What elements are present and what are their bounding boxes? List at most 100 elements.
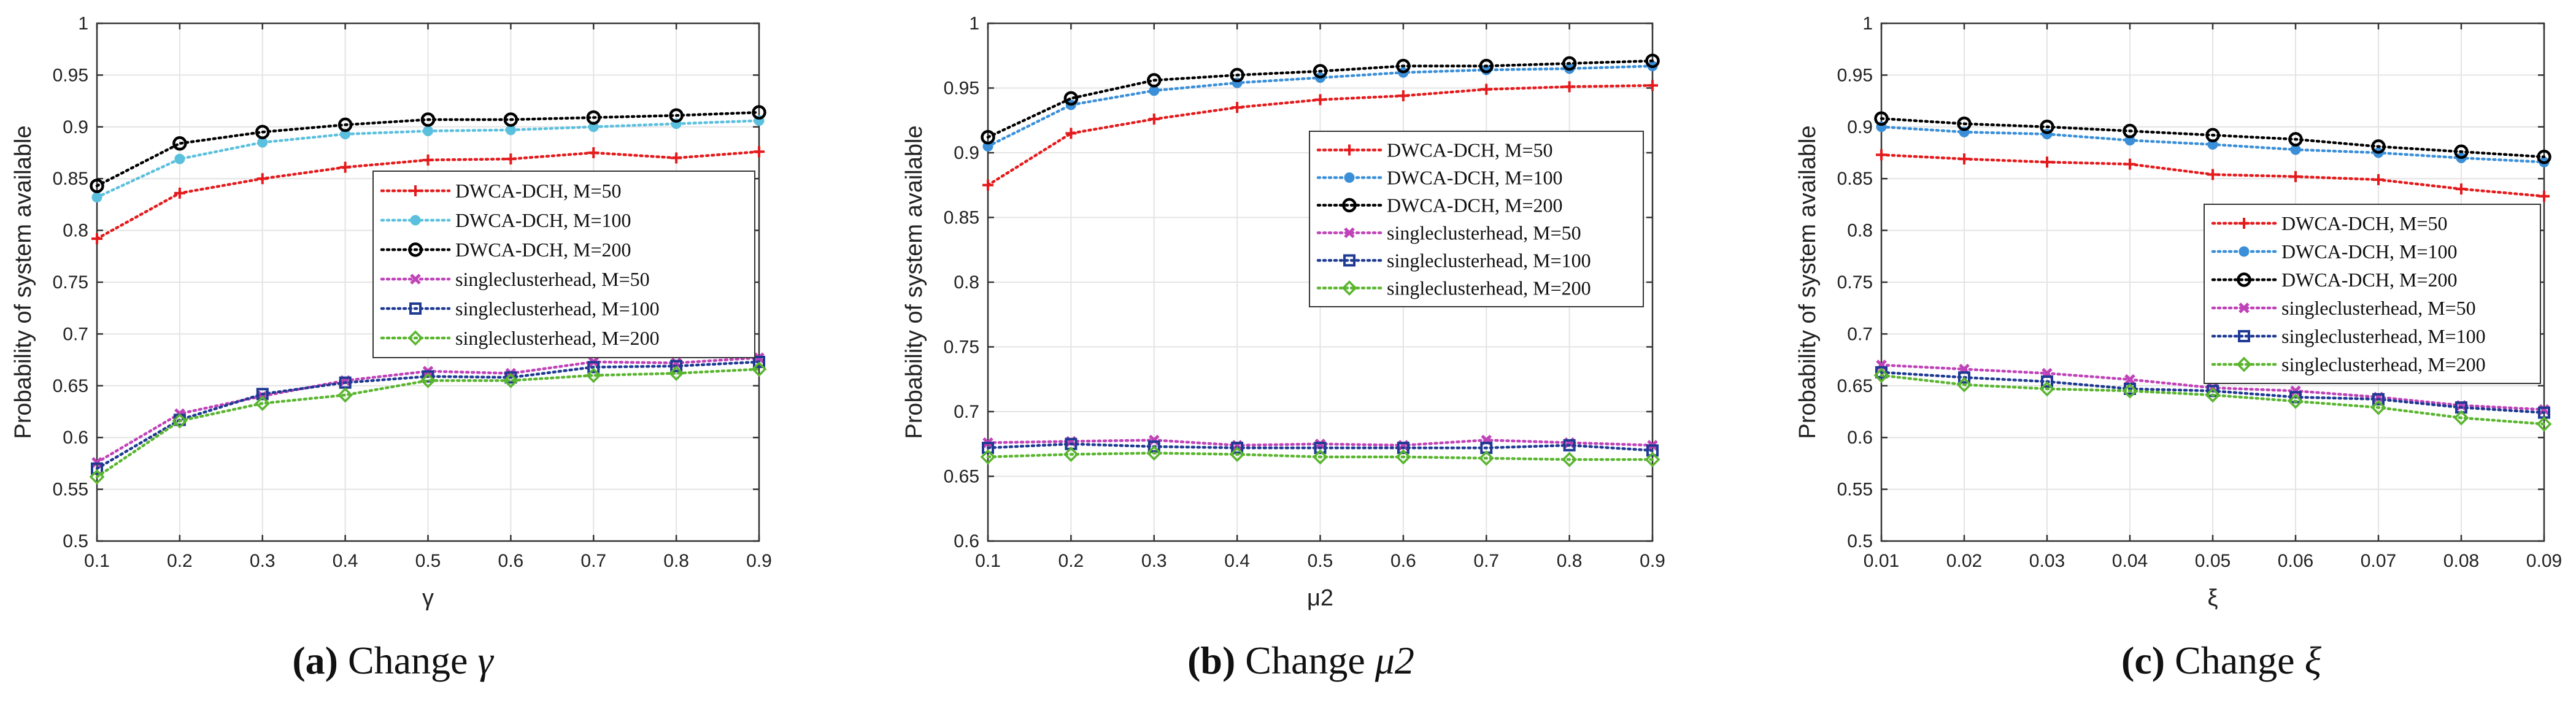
data-point (2288, 132, 2303, 147)
data-point (420, 372, 436, 388)
x-tick-label: 0.04 (2112, 551, 2148, 571)
legend: DWCA-DCH, M=50 DWCA-DCH, M=100 DWCA-DCH, M… (1309, 131, 1644, 307)
data-point (1397, 442, 1409, 455)
data-point (255, 125, 270, 139)
legend-label: singleclusterhead, M=50 (455, 268, 650, 290)
data-point (1563, 439, 1576, 451)
caption-symbol: ξ (2305, 639, 2322, 682)
data-point (2454, 144, 2469, 159)
x-tick-label: 0.07 (2361, 551, 2396, 571)
data-point (1562, 56, 1577, 71)
legend-marker (1344, 172, 1355, 183)
x-tick-label: 0.05 (2195, 551, 2231, 571)
data-point (337, 387, 353, 403)
data-point (2040, 120, 2054, 134)
data-point (586, 110, 601, 125)
y-tick-label: 0.55 (53, 480, 88, 500)
legend-label: DWCA-DCH, M=100 (2281, 240, 2457, 263)
caption-word: Change (2175, 639, 2295, 682)
data-point (1314, 94, 1326, 106)
data-point (2371, 139, 2386, 154)
data-point (2207, 169, 2218, 180)
legend-box (2204, 204, 2541, 384)
data-point (752, 105, 766, 120)
x-tick-label: 0.9 (1640, 551, 1665, 571)
legend-label: singleclusterhead, M=200 (2281, 353, 2486, 375)
legend-marker (1342, 198, 1357, 213)
data-point (256, 173, 268, 185)
data-point (422, 370, 434, 383)
data-point (2039, 381, 2055, 397)
data-point (2539, 190, 2550, 202)
data-point (2536, 416, 2552, 432)
legend-label: singleclusterhead, M=100 (455, 298, 660, 320)
data-point (982, 179, 993, 191)
y-axis-label: Probability of system available (901, 125, 927, 439)
data-point (2124, 135, 2135, 146)
data-point (505, 153, 517, 165)
y-tick-label: 0.6 (1847, 428, 1873, 448)
y-tick-label: 0.7 (63, 324, 88, 344)
x-tick-label: 0.3 (250, 551, 276, 571)
data-point (2370, 399, 2386, 415)
y-tick-label: 0.7 (1847, 324, 1873, 344)
x-tick-label: 0.6 (498, 551, 524, 571)
series-line (986, 451, 1654, 461)
data-point (753, 355, 765, 368)
x-tick-label: 0.09 (2526, 551, 2562, 571)
x-tick-label: 0.1 (975, 551, 1001, 571)
data-point (503, 372, 519, 388)
data-point (2124, 158, 2135, 170)
y-axis-label: Probability of system available (10, 125, 36, 439)
data-point (1876, 149, 1887, 161)
y-tick-label: 0.65 (944, 467, 979, 487)
data-point (423, 126, 433, 137)
y-tick-label: 1 (1862, 13, 1873, 34)
data-point (1313, 64, 1328, 79)
data-point (2290, 385, 2301, 397)
x-tick-label: 0.03 (2029, 551, 2065, 571)
data-point (420, 112, 436, 127)
x-tick-label: 0.9 (746, 551, 772, 571)
x-tick-label: 0.8 (1557, 551, 1583, 571)
x-tick-label: 0.06 (2278, 551, 2313, 571)
data-point (339, 161, 351, 173)
data-point (1232, 102, 1243, 113)
caption-word: Change (348, 639, 468, 682)
series-6 (89, 361, 767, 485)
data-point (982, 442, 994, 455)
y-tick-label: 1 (78, 13, 88, 34)
chart-panel-3: 0.01 0.02 0.03 0.04 0.05 0.06 0.07 0.08 0.09 0.5 0… (1795, 13, 2562, 682)
y-tick-label: 0.85 (53, 169, 88, 189)
data-point (1313, 449, 1328, 465)
legend: DWCA-DCH, M=50 DWCA-DCH, M=100 DWCA-DCH, M… (2204, 204, 2541, 384)
y-tick-label: 0.95 (1837, 65, 1873, 85)
x-tick-label: 0.6 (1390, 551, 1416, 571)
legend-marker (407, 330, 423, 346)
data-point (1147, 73, 1162, 88)
legend-marker (2239, 246, 2250, 257)
legend-box (372, 171, 755, 358)
series-line (95, 110, 761, 188)
legend-label: singleclusterhead, M=100 (1387, 250, 1591, 272)
panel-caption: (a) Change γ (292, 639, 494, 682)
data-point (2537, 150, 2551, 164)
data-point (2205, 387, 2221, 403)
legend-marker (1344, 144, 1355, 156)
series-1 (91, 146, 765, 245)
x-axis-label: μ2 (1307, 585, 1333, 611)
y-tick-label: 0.65 (53, 376, 88, 396)
legend-label: singleclusterhead, M=50 (2281, 297, 2476, 319)
data-point (1645, 53, 1660, 68)
legend: DWCA-DCH, M=50 DWCA-DCH, M=100 DWCA-DCH, M… (372, 171, 755, 358)
data-point (981, 129, 995, 145)
legend-label: DWCA-DCH, M=50 (455, 180, 621, 202)
x-axis-label: γ (422, 585, 434, 611)
data-point (1231, 442, 1244, 455)
data-point (1397, 90, 1409, 102)
panel-label: (b) (1187, 639, 1235, 682)
data-point (2123, 123, 2137, 139)
series-3 (1874, 111, 2551, 164)
data-point (1479, 58, 1494, 74)
